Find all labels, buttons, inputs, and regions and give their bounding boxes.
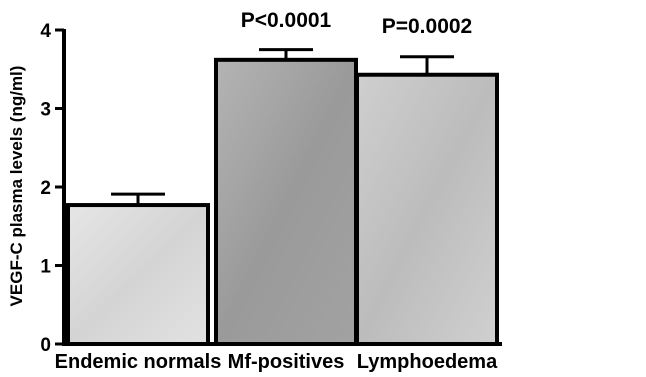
y-axis-title: VEGF-C plasma levels (ng/ml) xyxy=(7,66,26,307)
y-tick-label-3: 3 xyxy=(40,100,51,121)
bar-1 xyxy=(66,203,210,346)
y-tick-label-1: 1 xyxy=(40,257,51,278)
bar-2 xyxy=(214,57,358,347)
y-tick-label-2: 2 xyxy=(40,178,51,199)
category-label-2: Mf-positives xyxy=(228,351,345,373)
p-value-label-3: P=0.0002 xyxy=(382,15,473,38)
y-tick-label-4: 4 xyxy=(40,21,51,42)
bar-3 xyxy=(355,72,499,347)
p-value-label-2: P<0.0001 xyxy=(241,9,332,32)
category-label-3: Lymphoedema xyxy=(357,351,498,373)
y-tick-label-0: 0 xyxy=(40,335,51,356)
category-label-1: Endemic normals xyxy=(55,351,222,373)
